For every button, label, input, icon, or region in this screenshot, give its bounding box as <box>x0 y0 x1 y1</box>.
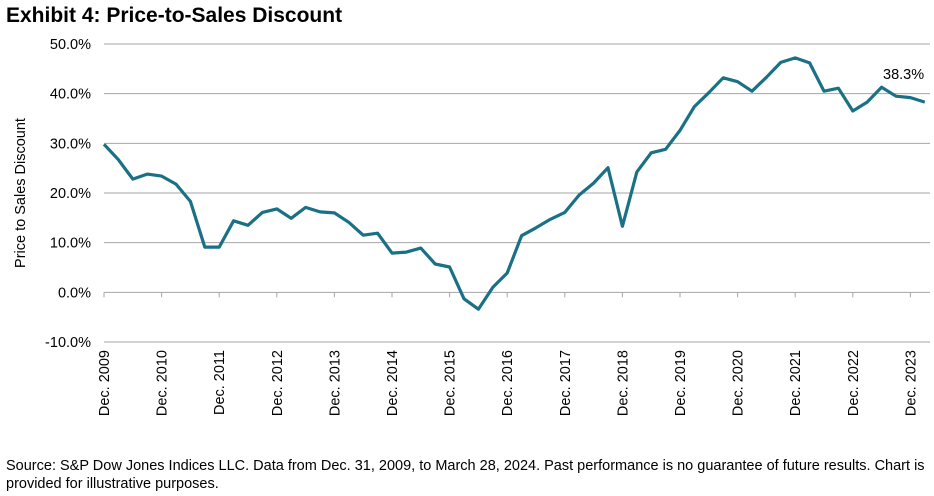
y-axis-ticks: 50.0% 40.0% 30.0% 20.0% 10.0% 0.0% -10.0% <box>45 37 91 351</box>
y-tick-label: 0.0% <box>58 285 91 301</box>
source-footnote: Source: S&P Dow Jones Indices LLC. Data … <box>6 458 925 492</box>
x-tick-label: Dec. 2014 <box>385 350 401 416</box>
x-tick-label: Dec. 2009 <box>97 350 113 416</box>
y-axis-title: Price to Sales Discount <box>13 118 29 268</box>
y-tick-label: 30.0% <box>50 136 91 152</box>
x-tick-label: Dec. 2019 <box>673 350 689 416</box>
x-tick-label: Dec. 2021 <box>788 350 804 416</box>
x-tick-label: Dec. 2013 <box>327 350 343 416</box>
x-tick-label: Dec. 2020 <box>731 350 747 416</box>
line-chart: 50.0% 40.0% 30.0% 20.0% 10.0% 0.0% -10.0% Dec.… <box>13 37 930 416</box>
series-line <box>102 56 926 311</box>
series-group <box>102 56 926 311</box>
y-tick-label: 20.0% <box>50 186 91 202</box>
x-tick-label: Dec. 2023 <box>903 350 919 416</box>
y-tick-label: 40.0% <box>50 87 91 103</box>
x-axis-ticks: Dec. 2009 Dec. 2010 Dec. 2011 Dec. 2012 Dec.… <box>97 292 919 416</box>
last-value-label: 38.3% <box>883 67 924 83</box>
data-labels: 38.3% <box>883 67 924 83</box>
x-tick-label: Dec. 2010 <box>155 350 171 416</box>
x-tick-label: Dec. 2017 <box>558 350 574 416</box>
x-tick-label: Dec. 2011 <box>212 350 228 415</box>
y-tick-label: -10.0% <box>45 335 91 351</box>
x-tick-label: Dec. 2016 <box>500 350 516 416</box>
x-tick-label: Dec. 2018 <box>615 350 631 416</box>
chart-title: Exhibit 4: Price-to-Sales Discount <box>6 4 343 27</box>
x-tick-label: Dec. 2015 <box>443 350 459 416</box>
gridlines <box>104 43 930 343</box>
x-tick-label: Dec. 2022 <box>846 350 862 416</box>
y-tick-label: 10.0% <box>50 236 91 252</box>
y-tick-label: 50.0% <box>50 37 91 53</box>
x-tick-label: Dec. 2012 <box>270 350 286 416</box>
